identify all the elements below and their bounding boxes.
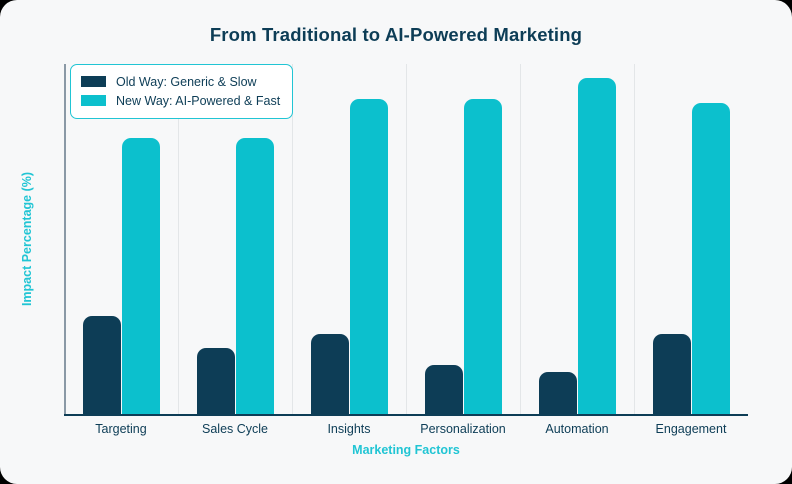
gridline	[520, 64, 521, 414]
bar-group	[538, 64, 616, 414]
bar-group	[82, 64, 160, 414]
bar-group	[196, 64, 274, 414]
legend-swatch-icon	[81, 95, 106, 106]
legend-item-label: New Way: AI-Powered & Fast	[116, 93, 281, 108]
x-tick-label: Insights	[327, 422, 371, 436]
bar-new-way[interactable]	[121, 137, 160, 414]
bar-old-way[interactable]	[310, 333, 349, 414]
x-tick-label: Sales Cycle	[202, 422, 268, 436]
bar-group	[652, 64, 730, 414]
gridline	[178, 64, 179, 414]
x-tick-label: Engagement	[655, 422, 727, 436]
bar-old-way[interactable]	[82, 316, 121, 414]
x-tick-label: Personalization	[420, 422, 506, 436]
bar-new-way[interactable]	[691, 102, 730, 414]
bar-group	[424, 64, 502, 414]
legend-swatch-icon	[81, 76, 106, 87]
bar-old-way[interactable]	[652, 333, 691, 414]
gridline	[406, 64, 407, 414]
x-tick-label: Targeting	[95, 422, 147, 436]
x-axis-line	[64, 414, 748, 416]
y-axis-line	[64, 64, 66, 416]
legend-item[interactable]: New Way: AI-Powered & Fast	[81, 91, 280, 110]
bar-new-way[interactable]	[463, 99, 502, 414]
plot-area: Targeting Sales Cycle Insights Personalizat…	[64, 64, 748, 436]
bar-old-way[interactable]	[538, 372, 577, 414]
bar-new-way[interactable]	[577, 78, 616, 414]
bar-new-way[interactable]	[235, 137, 274, 414]
x-axis-title: Marketing Factors	[352, 443, 460, 457]
bar-group	[310, 64, 388, 414]
gridline	[292, 64, 293, 414]
bar-new-way[interactable]	[349, 99, 388, 414]
legend-item[interactable]: Old Way: Generic & Slow	[81, 72, 280, 91]
chart-legend: Old Way: Generic & Slow New Way: AI-Power…	[70, 64, 294, 119]
x-tick-label: Automation	[545, 422, 609, 436]
y-axis-title: Impact Percentage (%)	[20, 171, 34, 307]
bar-old-way[interactable]	[196, 347, 235, 414]
bar-old-way[interactable]	[424, 365, 463, 414]
legend-item-label: Old Way: Generic & Slow	[116, 74, 257, 89]
gridline	[634, 64, 635, 414]
chart-title: From Traditional to AI-Powered Marketing	[209, 24, 583, 45]
